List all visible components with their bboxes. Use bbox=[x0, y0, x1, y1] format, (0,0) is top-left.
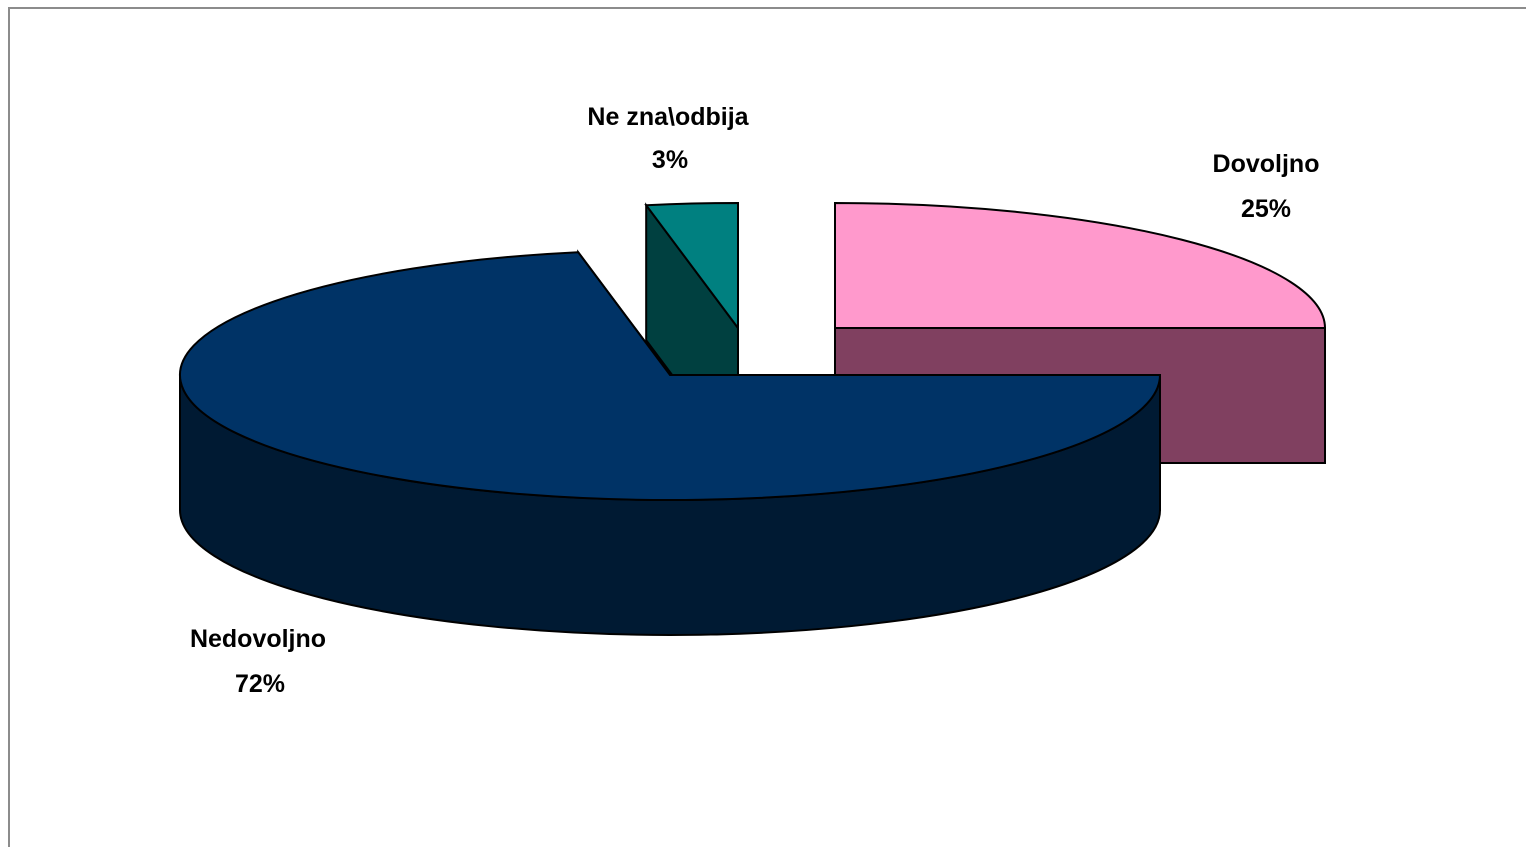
slice-dovoljno-top bbox=[834, 201, 1327, 329]
label-ne-zna-value: 3% bbox=[652, 146, 688, 174]
label-dovoljno-value: 25% bbox=[1241, 195, 1291, 223]
slices-layer bbox=[179, 201, 1327, 636]
slice-ne-zna-odbija-top bbox=[644, 201, 739, 332]
label-nedovoljno-name: Nedovoljno bbox=[190, 625, 326, 653]
chart-frame bbox=[8, 7, 1526, 847]
labels-layer: Nedovoljno 72% Ne zna\odbija 3% Dovoljno… bbox=[190, 103, 1320, 698]
label-ne-zna-name: Ne zna\odbija bbox=[587, 103, 749, 131]
label-nedovoljno-value: 72% bbox=[235, 670, 285, 698]
slice-nedovoljno-top bbox=[179, 251, 1162, 501]
label-dovoljno-name: Dovoljno bbox=[1213, 150, 1320, 178]
